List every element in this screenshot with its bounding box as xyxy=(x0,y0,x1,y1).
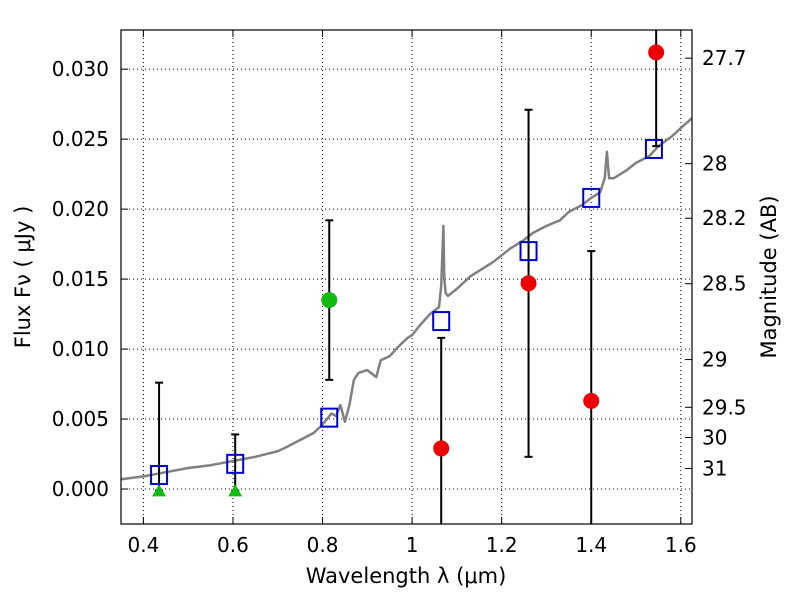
y-tick-label: 0.015 xyxy=(52,267,109,291)
plot-frame xyxy=(120,29,693,525)
square-marker xyxy=(432,311,451,332)
spectrum xyxy=(120,117,693,481)
circle-marker xyxy=(321,292,338,309)
x-tick-label: 1.2 xyxy=(486,533,518,557)
y-axis-label: Flux Fν ( μJy ) xyxy=(11,206,35,349)
right-tick-label: 28.2 xyxy=(702,206,747,230)
circle-marker xyxy=(583,392,600,409)
circle-marker xyxy=(433,440,450,457)
circle-marker xyxy=(520,275,537,292)
right-axis-label: Magnitude (AB) xyxy=(757,195,781,358)
right-tick-label: 27.7 xyxy=(702,46,747,70)
spectrum-line xyxy=(120,117,693,481)
x-axis-label: Wavelength λ (μm) xyxy=(306,564,507,588)
y-tick-label: 0.020 xyxy=(52,197,109,221)
markers xyxy=(150,44,665,497)
error-bars xyxy=(155,30,661,524)
y-tick-label: 0.005 xyxy=(52,407,109,431)
y-tick-label: 0.010 xyxy=(52,337,109,361)
right-tick-label: 31 xyxy=(702,456,727,480)
ticks: 0.4 0.6 0.8 1 1.2 1.4 1.6 0.000 0.005 0.010 0.015 0… xyxy=(52,30,747,557)
right-tick-label: 29 xyxy=(702,348,727,372)
x-tick-label: 1 xyxy=(406,533,419,557)
right-tick-label: 28.5 xyxy=(702,272,747,296)
x-tick-label: 0.4 xyxy=(127,533,159,557)
square-marker xyxy=(150,465,169,486)
x-tick-label: 0.8 xyxy=(307,533,339,557)
square-marker xyxy=(582,187,601,208)
circle-marker xyxy=(648,44,665,61)
y-tick-label: 0.030 xyxy=(52,57,109,81)
x-tick-label: 1.6 xyxy=(665,533,697,557)
x-tick-label: 0.6 xyxy=(217,533,249,557)
square-marker xyxy=(226,453,245,474)
y-tick-label: 0.025 xyxy=(52,127,109,151)
square-marker xyxy=(320,407,339,428)
square-marker xyxy=(644,138,663,159)
square-marker xyxy=(519,241,538,262)
right-tick-label: 29.5 xyxy=(702,395,747,419)
y-tick-label: 0.000 xyxy=(52,477,109,501)
triangle-marker xyxy=(228,484,243,497)
right-tick-label: 30 xyxy=(702,426,727,450)
right-tick-label: 28 xyxy=(702,152,727,176)
triangle-marker xyxy=(152,484,167,497)
x-tick-label: 1.4 xyxy=(575,533,607,557)
